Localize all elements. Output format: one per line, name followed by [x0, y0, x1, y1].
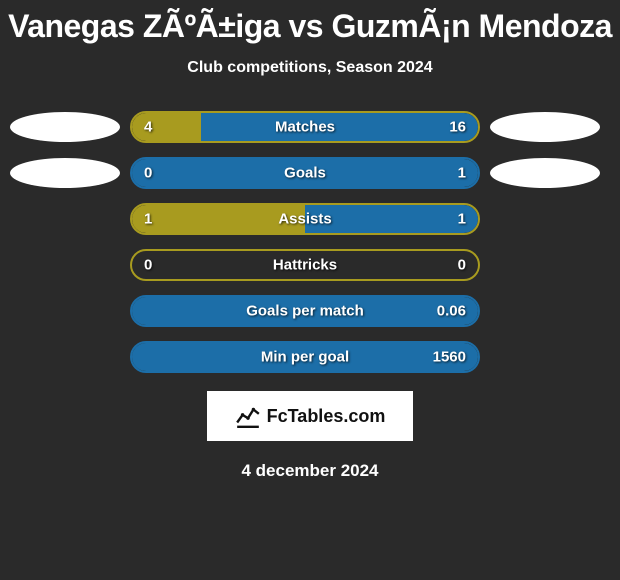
date-text: 4 december 2024	[0, 461, 620, 481]
bar-fill-right	[201, 113, 478, 141]
stat-value-left: 0	[144, 257, 152, 274]
right-badge-slot	[480, 158, 610, 188]
stat-bar: 4 Matches 16	[130, 111, 480, 143]
right-badge-slot	[480, 112, 610, 142]
stat-row: Goals per match 0.06	[0, 295, 620, 327]
stat-label: Goals per match	[246, 303, 364, 320]
stat-label: Matches	[275, 119, 335, 136]
bar-fill-left	[132, 113, 201, 141]
logo-box[interactable]: FcTables.com	[207, 391, 413, 441]
stat-label: Min per goal	[261, 349, 349, 366]
stat-value-right: 1	[458, 165, 466, 182]
logo-text: FcTables.com	[267, 406, 386, 427]
stat-row: 0 Goals 1	[0, 157, 620, 189]
left-badge-slot	[0, 112, 130, 142]
stat-value-left: 4	[144, 119, 152, 136]
stat-value-left: 1	[144, 211, 152, 228]
team-badge-right	[490, 158, 600, 188]
stat-value-right: 1	[458, 211, 466, 228]
stat-row: 0 Hattricks 0	[0, 249, 620, 281]
team-badge-left	[10, 112, 120, 142]
stat-bar: 0 Goals 1	[130, 157, 480, 189]
stat-bar: Min per goal 1560	[130, 341, 480, 373]
team-badge-right	[490, 112, 600, 142]
stat-bar: 0 Hattricks 0	[130, 249, 480, 281]
team-badge-left	[10, 158, 120, 188]
stat-value-left: 0	[144, 165, 152, 182]
stat-bar: 1 Assists 1	[130, 203, 480, 235]
stat-value-right: 0	[458, 257, 466, 274]
stat-label: Hattricks	[273, 257, 337, 274]
chart-icon	[235, 403, 261, 429]
stats-area: 4 Matches 16 0 Goals 1 1 Assists 1 0 Hattricks 0 Goa…	[0, 111, 620, 373]
stat-value-right: 0.06	[437, 303, 466, 320]
stat-label: Assists	[278, 211, 331, 228]
stat-row: 1 Assists 1	[0, 203, 620, 235]
stat-label: Goals	[284, 165, 326, 182]
stat-row: Min per goal 1560	[0, 341, 620, 373]
stat-value-right: 16	[449, 119, 466, 136]
left-badge-slot	[0, 158, 130, 188]
stat-bar: Goals per match 0.06	[130, 295, 480, 327]
page-title: Vanegas ZÃºÃ±iga vs GuzmÃ¡n Mendoza	[0, 8, 620, 45]
stat-value-right: 1560	[433, 349, 466, 366]
stat-row: 4 Matches 16	[0, 111, 620, 143]
page-subtitle: Club competitions, Season 2024	[0, 59, 620, 77]
